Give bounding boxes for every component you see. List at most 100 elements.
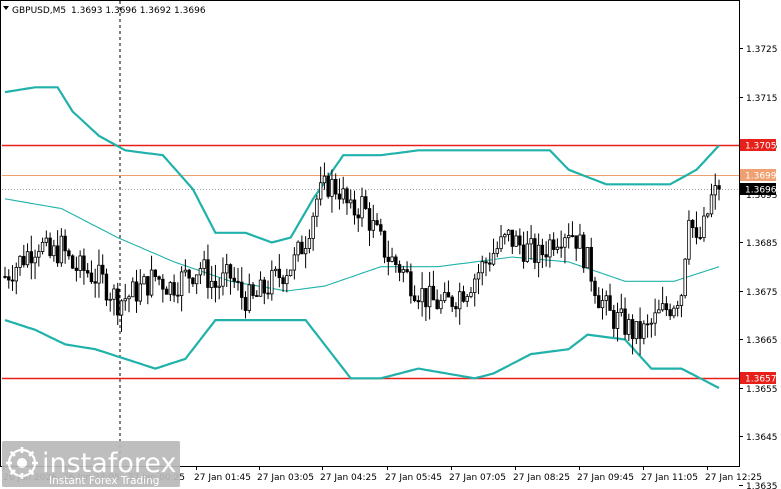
candle-body xyxy=(104,273,109,301)
x-tick-label: 27 Jan 01:45 xyxy=(194,473,251,483)
candle-body xyxy=(702,215,706,239)
candle-body xyxy=(514,235,518,247)
y-tick-label: 1.3685 xyxy=(746,239,778,249)
level-badge-text: 1.3699 xyxy=(745,172,777,182)
candle-body xyxy=(149,269,154,296)
candle-body xyxy=(454,306,458,310)
candle-body xyxy=(183,269,188,273)
candle-body xyxy=(266,292,270,295)
candle-body xyxy=(326,175,330,197)
candle-body xyxy=(240,281,244,298)
candle-body xyxy=(495,248,499,254)
candle-body xyxy=(382,230,387,258)
x-tick-label: 27 Jan 08:25 xyxy=(513,473,570,483)
candle-body xyxy=(127,296,131,300)
candle-body xyxy=(458,291,462,310)
candle-body xyxy=(161,278,165,290)
candle-body xyxy=(473,278,477,293)
candle-body xyxy=(296,241,300,256)
candle-body xyxy=(675,305,680,309)
candle-body xyxy=(435,299,439,310)
candle-body xyxy=(619,308,623,313)
candle-body xyxy=(3,276,7,278)
symbol-label: GBPUSD,M5 xyxy=(12,6,66,16)
bollinger-bands xyxy=(4,86,720,389)
candle-body xyxy=(221,272,225,287)
candle-body xyxy=(251,284,255,296)
current-price-badge-bg xyxy=(740,183,776,195)
candle-body xyxy=(40,241,45,252)
candle-body xyxy=(544,254,548,258)
collapse-triangle-icon[interactable] xyxy=(3,6,9,10)
candle-body xyxy=(371,220,375,231)
candle-body xyxy=(461,291,466,302)
x-tick-label: 27 Jan 05:45 xyxy=(385,473,442,483)
candle-body xyxy=(191,277,195,285)
candle-body xyxy=(367,208,372,231)
candle-body xyxy=(664,303,669,311)
candle-body xyxy=(480,261,484,274)
candle-body xyxy=(44,237,49,243)
candle-body xyxy=(198,268,203,276)
candle-body xyxy=(315,198,319,217)
candle-body xyxy=(397,264,402,273)
x-tick-label: 27 Jan 07:05 xyxy=(449,473,506,483)
ohlc-label: 1.3693 1.3696 1.3692 1.3696 xyxy=(71,6,206,16)
x-tick-label: 27 Jan 11:05 xyxy=(641,473,698,483)
candle-body xyxy=(330,178,334,197)
candle-body xyxy=(409,271,413,297)
candle-body xyxy=(405,269,409,273)
bollinger-middle xyxy=(4,198,720,292)
candle-body xyxy=(386,256,391,262)
y-tick-label: 1.3655 xyxy=(746,385,778,395)
candle-body xyxy=(375,220,379,226)
candle-body xyxy=(247,284,251,311)
y-tick-label: 1.3675 xyxy=(746,288,778,298)
candle-body xyxy=(525,243,530,262)
candle-body xyxy=(551,239,556,250)
candle-body xyxy=(82,255,86,271)
candle-body xyxy=(172,282,176,296)
candle-body xyxy=(401,269,406,273)
candle-body xyxy=(612,310,616,329)
candle-body xyxy=(89,272,94,283)
bollinger-upper xyxy=(4,86,720,244)
chart-header: GBPUSD,M5 1.3693 1.3696 1.3692 1.3696 xyxy=(3,6,206,16)
candle-body xyxy=(713,185,717,196)
candle-body xyxy=(424,288,428,308)
candle-body xyxy=(356,214,360,219)
x-tick-label: 27 Jan 04:25 xyxy=(320,473,377,483)
candle-body xyxy=(258,279,263,297)
candle-body xyxy=(349,199,353,204)
candle-body xyxy=(123,298,127,302)
candle-body xyxy=(645,323,650,326)
candle-body xyxy=(476,272,481,280)
candle-body xyxy=(157,276,161,280)
candle-body xyxy=(255,295,259,297)
candle-body xyxy=(533,238,537,263)
candle-body xyxy=(529,238,533,245)
candle-body xyxy=(93,281,97,284)
candle-body xyxy=(600,300,605,309)
candle-body xyxy=(694,227,699,238)
candle-body xyxy=(194,274,199,285)
candle-body xyxy=(540,244,545,256)
candle-body xyxy=(548,239,552,258)
candle-body xyxy=(22,255,26,266)
candle-body xyxy=(277,268,282,279)
candle-body xyxy=(638,321,642,339)
candle-body xyxy=(281,277,285,285)
candle-body xyxy=(442,292,447,301)
candle-body xyxy=(138,283,142,302)
candle-body xyxy=(593,280,597,297)
candles xyxy=(3,162,721,356)
candle-body xyxy=(206,259,210,288)
y-tick-label: 1.3715 xyxy=(746,94,778,104)
candle-body xyxy=(288,269,293,277)
candle-body xyxy=(570,235,575,237)
candle-body xyxy=(623,308,627,335)
candle-body xyxy=(465,296,469,302)
candle-body xyxy=(698,237,702,239)
candle-body xyxy=(439,300,443,310)
